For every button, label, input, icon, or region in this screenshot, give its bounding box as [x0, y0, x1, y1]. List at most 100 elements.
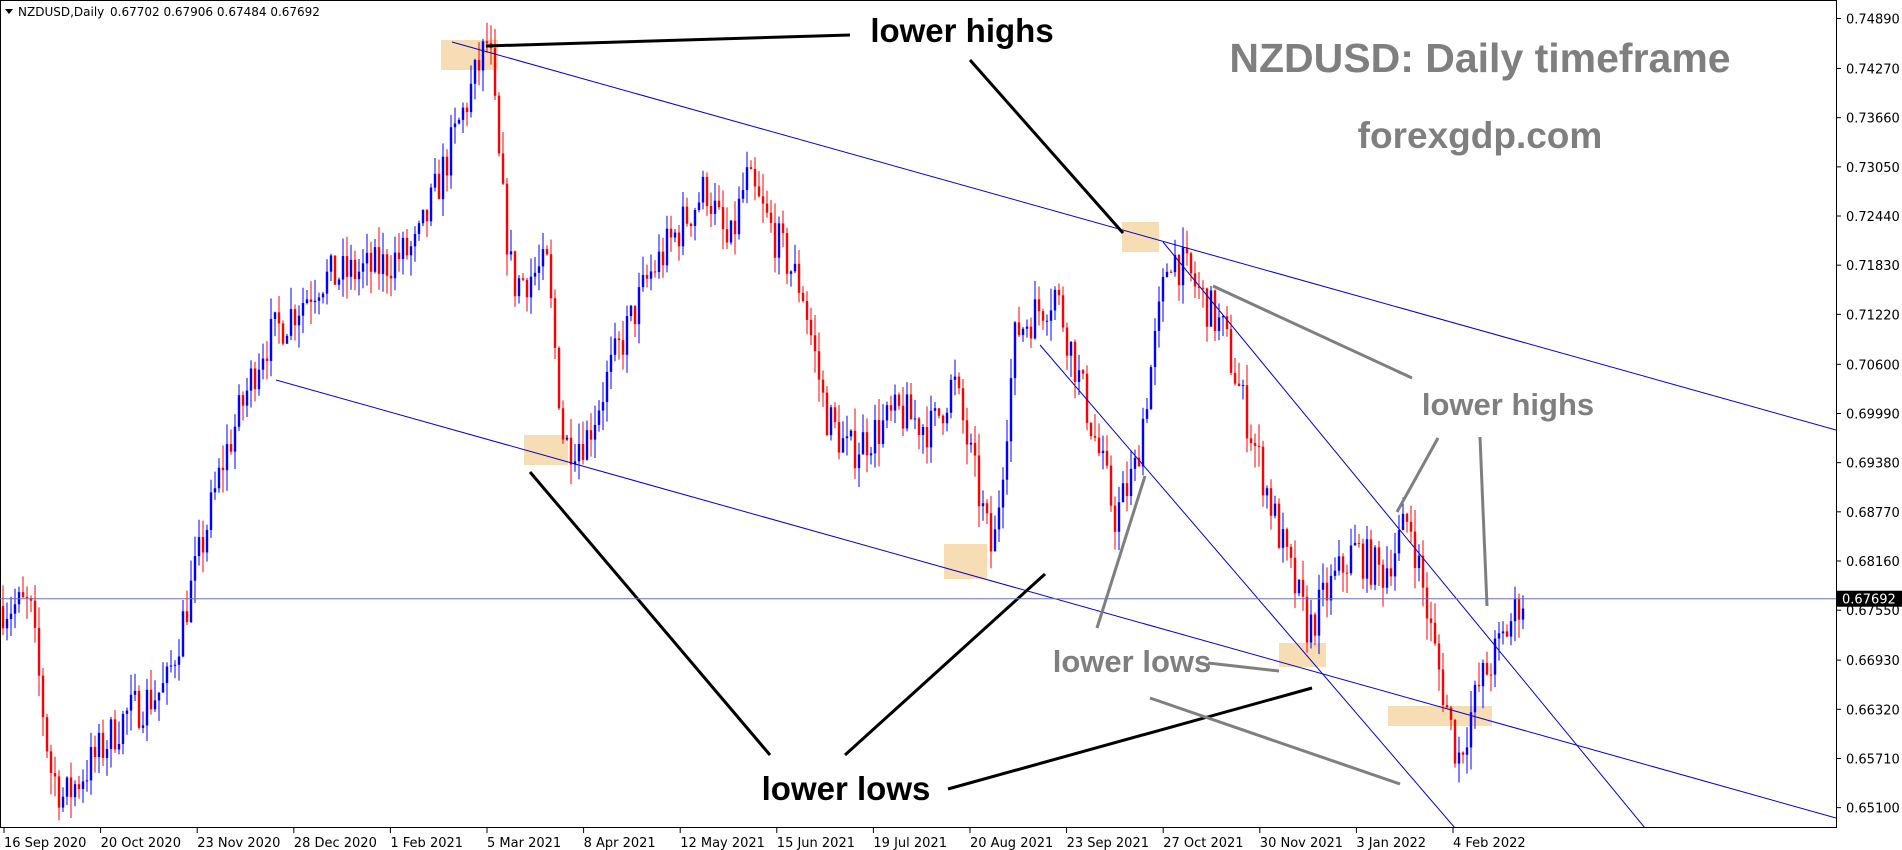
candle-bearish: [685, 206, 689, 224]
candle-bullish: [1337, 556, 1341, 571]
candle-bearish: [1065, 327, 1069, 356]
candle-bullish: [625, 316, 629, 355]
candle-bearish: [1341, 556, 1345, 573]
candle-bearish: [41, 675, 45, 718]
candle-bullish: [17, 592, 21, 605]
candle-bullish: [745, 167, 749, 191]
candle-bearish: [281, 323, 285, 344]
pointer-line: [968, 59, 1125, 234]
dropdown-triangle-icon[interactable]: [5, 9, 13, 14]
candle-bullish: [65, 777, 69, 797]
candle-bearish: [633, 305, 637, 325]
candle-bullish: [1101, 450, 1105, 454]
candle-bearish: [521, 278, 525, 280]
candle-bullish: [1217, 317, 1221, 331]
pointer-line-gray: [1212, 284, 1413, 380]
candle-bearish: [149, 689, 153, 710]
candle-bullish: [1045, 320, 1049, 322]
candle-bearish: [221, 467, 225, 471]
candle-bullish: [829, 407, 833, 436]
candle-bearish: [33, 600, 37, 628]
candle-bullish: [1049, 310, 1053, 321]
candle-bearish: [57, 776, 61, 808]
candle-bearish: [781, 223, 785, 234]
candle-bullish: [165, 666, 169, 684]
candle-bearish: [1477, 684, 1481, 687]
price-tick-label: 0.65710: [1846, 752, 1900, 767]
time-tick-label: 19 Jul 2021: [873, 836, 947, 850]
candle-bearish: [1421, 555, 1425, 588]
candle-bearish: [865, 432, 869, 456]
candle-bearish: [1461, 752, 1465, 755]
candle-bullish: [789, 271, 793, 274]
candle-bullish: [373, 247, 377, 272]
pointer-line-gray: [1478, 436, 1489, 607]
candle-bullish: [529, 276, 533, 298]
candle-bullish: [1009, 378, 1013, 442]
candle-bearish: [617, 338, 621, 341]
candle-bullish: [157, 692, 161, 701]
candle-bullish: [729, 220, 733, 243]
ohlc-values: 0.67702 0.67906 0.67484 0.67692: [110, 5, 320, 19]
candle-bearish: [185, 611, 189, 623]
candle-bullish: [701, 176, 705, 203]
candle-bullish: [573, 461, 577, 465]
candle-bullish: [737, 198, 741, 235]
candle-bullish: [893, 394, 897, 411]
candle-bullish: [945, 412, 949, 424]
candle-bullish: [673, 232, 677, 238]
candle-bearish: [837, 422, 841, 453]
candle-bullish: [969, 442, 973, 445]
candle-bearish: [965, 420, 969, 445]
candle-bearish: [705, 176, 709, 207]
candle-bearish: [77, 784, 81, 790]
candle-bullish: [173, 664, 177, 666]
candle-bearish: [545, 249, 549, 255]
candle-bearish: [1201, 287, 1205, 289]
candle-bullish: [133, 690, 137, 695]
candle-bearish: [853, 430, 857, 469]
candle-bullish: [929, 410, 933, 448]
candle-bearish: [437, 173, 441, 200]
candle-bearish: [725, 229, 729, 243]
candle-bullish: [97, 732, 101, 758]
candle-bullish: [9, 613, 13, 619]
candle-bearish: [1433, 622, 1437, 644]
highlight-zones: [441, 40, 1492, 726]
pointer-line: [843, 572, 1047, 757]
price-tick-label: 0.66320: [1846, 703, 1900, 718]
candle-bullish: [777, 223, 781, 258]
candle-bearish: [29, 597, 33, 601]
candle-bullish: [1133, 457, 1137, 469]
candle-bullish: [873, 419, 877, 454]
candle-bullish: [237, 395, 241, 427]
time-tick-label: 20 Aug 2021: [970, 836, 1053, 850]
candle-bearish: [1269, 488, 1273, 516]
trend-line: [451, 41, 1836, 431]
candle-bullish: [301, 302, 305, 316]
candle-bullish: [1033, 299, 1037, 339]
candle-bearish: [1237, 383, 1241, 386]
candle-bullish: [1457, 752, 1461, 764]
candle-bullish: [1221, 316, 1225, 318]
current-price-label: 0.67692: [1842, 593, 1896, 608]
candle-bearish: [797, 263, 801, 293]
candle-bullish: [341, 256, 345, 280]
candle-bullish: [597, 410, 601, 425]
price-tick-label: 0.69380: [1846, 457, 1900, 472]
candle-bearish: [917, 418, 921, 436]
candle-bearish: [425, 209, 429, 222]
price-tick-label: 0.67550: [1846, 604, 1900, 619]
candle-bullish: [1473, 684, 1477, 713]
candle-bearish: [101, 732, 105, 758]
candle-bullish: [285, 335, 289, 344]
candle-bearish: [201, 537, 205, 553]
candle-bullish: [605, 371, 609, 403]
candle-bullish: [1393, 553, 1397, 577]
candle-bearish: [1, 606, 5, 629]
candle-bullish: [325, 271, 329, 294]
candle-bearish: [445, 156, 449, 176]
candle-bearish: [1185, 247, 1189, 254]
candle-bullish: [273, 312, 277, 319]
candle-bearish: [397, 252, 401, 260]
